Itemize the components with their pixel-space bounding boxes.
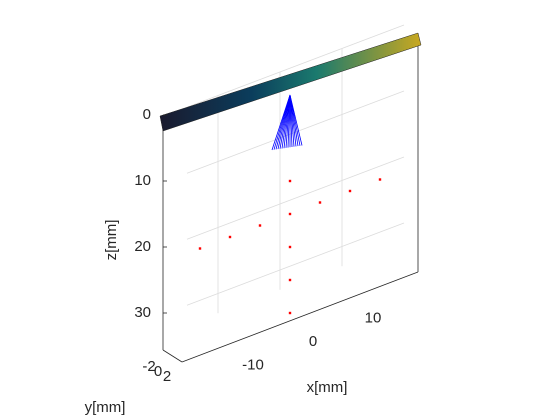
z-tick-label: 20 (134, 238, 151, 255)
point (288, 212, 292, 216)
point (288, 245, 292, 249)
point (198, 247, 202, 250)
grid-line (186, 156, 405, 240)
x-tick-label: 10 (365, 309, 382, 326)
x-tick-label: -10 (242, 356, 264, 373)
transducer (159, 32, 422, 132)
point (318, 201, 322, 204)
beam-ray (289, 94, 303, 146)
point (348, 189, 352, 193)
y-tick-label: -2 (142, 358, 155, 375)
grid-line (186, 24, 405, 108)
grid-line (186, 222, 405, 306)
y-tick-label: 2 (163, 368, 171, 385)
point (288, 278, 292, 282)
z-tick-label: 30 (134, 304, 151, 321)
points (198, 178, 382, 315)
beam (271, 94, 303, 151)
x-tick-label: 0 (309, 333, 317, 350)
point (288, 311, 292, 315)
z-tick-label: 0 (143, 106, 151, 123)
x-axis-label: x[mm] (307, 379, 348, 396)
z-axis-label: z[mm] (103, 220, 120, 261)
point (228, 235, 232, 239)
y-tick-label: 0 (154, 363, 162, 380)
z-tick-label: 10 (134, 172, 151, 189)
point (288, 179, 292, 183)
grid (186, 24, 405, 314)
point (258, 224, 262, 227)
axes-box (162, 40, 419, 363)
y-axis-label: y[mm] (85, 399, 126, 416)
point (378, 178, 382, 181)
